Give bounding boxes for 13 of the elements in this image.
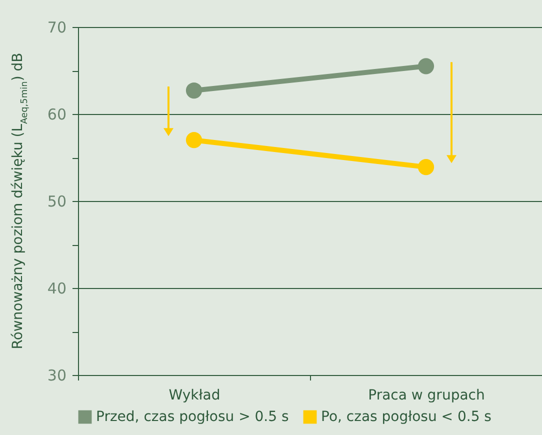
y-tick-label: 30	[47, 366, 66, 384]
legend-label: Po, czas pogłosu < 0.5 s	[321, 409, 492, 425]
legend-label: Przed, czas pogłosu > 0.5 s	[96, 409, 289, 425]
y-tick-label: 60	[47, 106, 66, 124]
point	[418, 58, 434, 74]
y-tick-label: 40	[47, 280, 66, 298]
point	[418, 159, 434, 176]
point	[186, 82, 202, 99]
point	[186, 132, 202, 148]
y-tick-label: 70	[47, 18, 66, 36]
x-tick-label: Praca w grupach	[368, 388, 485, 404]
x-tick-label: Wykład	[168, 388, 220, 404]
y-tick-label: 50	[47, 192, 66, 210]
